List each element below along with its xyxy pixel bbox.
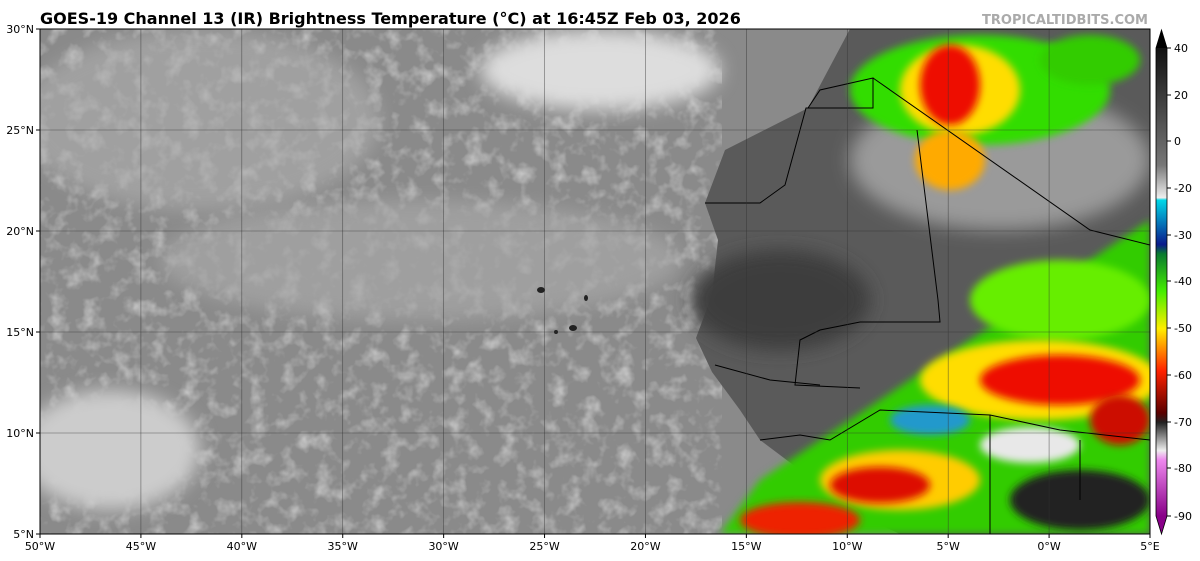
colorbar (1155, 28, 1168, 536)
lon-label: 45°W (126, 540, 156, 553)
colorbar-label: 20 (1174, 89, 1188, 102)
lat-label: 10°N (6, 427, 34, 440)
satellite-image (40, 29, 1150, 534)
colorbar-label: -70 (1174, 416, 1192, 429)
source: TROPICALTIDBITS.COM (982, 13, 1148, 28)
lon-label: 40°W (227, 540, 257, 553)
lon-label: 20°W (630, 540, 660, 553)
title: GOES-19 Channel 13 (IR) Brightness Tempe… (40, 9, 741, 28)
lon-label: 30°W (428, 540, 458, 553)
lat-label: 20°N (6, 225, 34, 238)
lon-label: 5°E (1140, 540, 1159, 553)
lon-label: 5°W (936, 540, 959, 553)
lon-label: 50°W (25, 540, 55, 553)
lat-label: 15°N (6, 326, 34, 339)
lat-label: 5°N (13, 528, 34, 541)
colorbar-label: -60 (1174, 369, 1192, 382)
lon-label: 10°W (832, 540, 862, 553)
colorbar-label: -30 (1174, 229, 1192, 242)
colorbar-label: -20 (1174, 182, 1192, 195)
colorbar-label: -50 (1174, 322, 1192, 335)
lon-label: 35°W (328, 540, 358, 553)
colorbar-label: 40 (1174, 42, 1188, 55)
map-frame (39, 28, 1151, 535)
lat-label: 30°N (6, 23, 34, 36)
colorbar-label: -40 (1174, 275, 1192, 288)
colorbar-ticks: 40 20 0 -20 -30 -40 -50 -60 -70 -80 -90 (1167, 42, 1192, 523)
lon-label: 15°W (731, 540, 761, 553)
colorbar-label: -90 (1174, 510, 1192, 523)
colorbar-label: -80 (1174, 462, 1192, 475)
colorbar-label: 0 (1174, 135, 1181, 148)
lon-label: 25°W (529, 540, 559, 553)
lon-label: 0°W (1037, 540, 1060, 553)
lat-label: 25°N (6, 124, 34, 137)
